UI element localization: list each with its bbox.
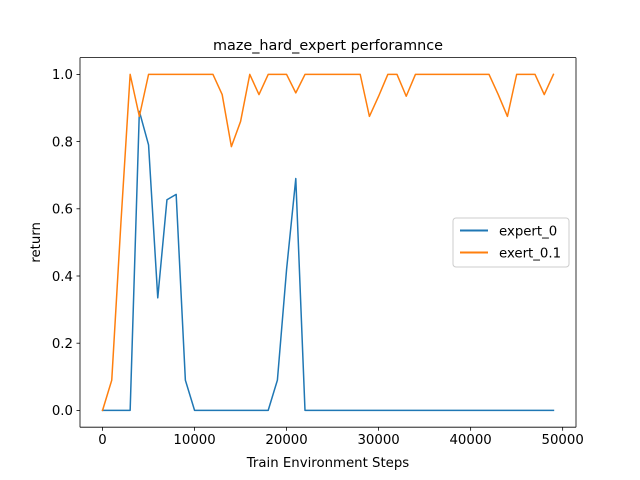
legend-label-exert-0-1: exert_0.1 (499, 247, 561, 262)
y-axis-label: return (29, 222, 44, 263)
x-tick-label: 0 (98, 433, 106, 448)
x-tick-label: 50000 (542, 433, 584, 448)
x-tick-label: 20000 (265, 433, 307, 448)
series-layer (101, 73, 555, 412)
x-tick-label: 40000 (449, 433, 491, 448)
legend: expert_0 exert_0.1 (452, 217, 570, 268)
x-axis-label: Train Environment Steps (246, 456, 410, 471)
x-axis-ticks: 0 10000 20000 30000 40000 50000 (98, 427, 584, 448)
x-tick-label: 30000 (357, 433, 399, 448)
chart-title: maze_hard_expert perforamnce (213, 38, 443, 54)
y-tick-label: 0.6 (52, 203, 73, 218)
y-tick-label: 0.8 (52, 135, 73, 150)
y-tick-label: 0.2 (52, 337, 73, 352)
y-tick-label: 0.4 (52, 270, 73, 285)
series-line-exert-0-1 (101, 73, 555, 412)
y-axis-ticks: 0.0 0.2 0.4 0.6 0.8 1.0 (52, 68, 80, 419)
x-tick-label: 10000 (173, 433, 215, 448)
series-line-expert-0 (101, 110, 555, 412)
legend-label-expert-0: expert_0 (499, 225, 557, 240)
y-tick-label: 1.0 (52, 68, 73, 83)
y-tick-label: 0.0 (52, 404, 73, 419)
axes-frame (79, 57, 577, 428)
